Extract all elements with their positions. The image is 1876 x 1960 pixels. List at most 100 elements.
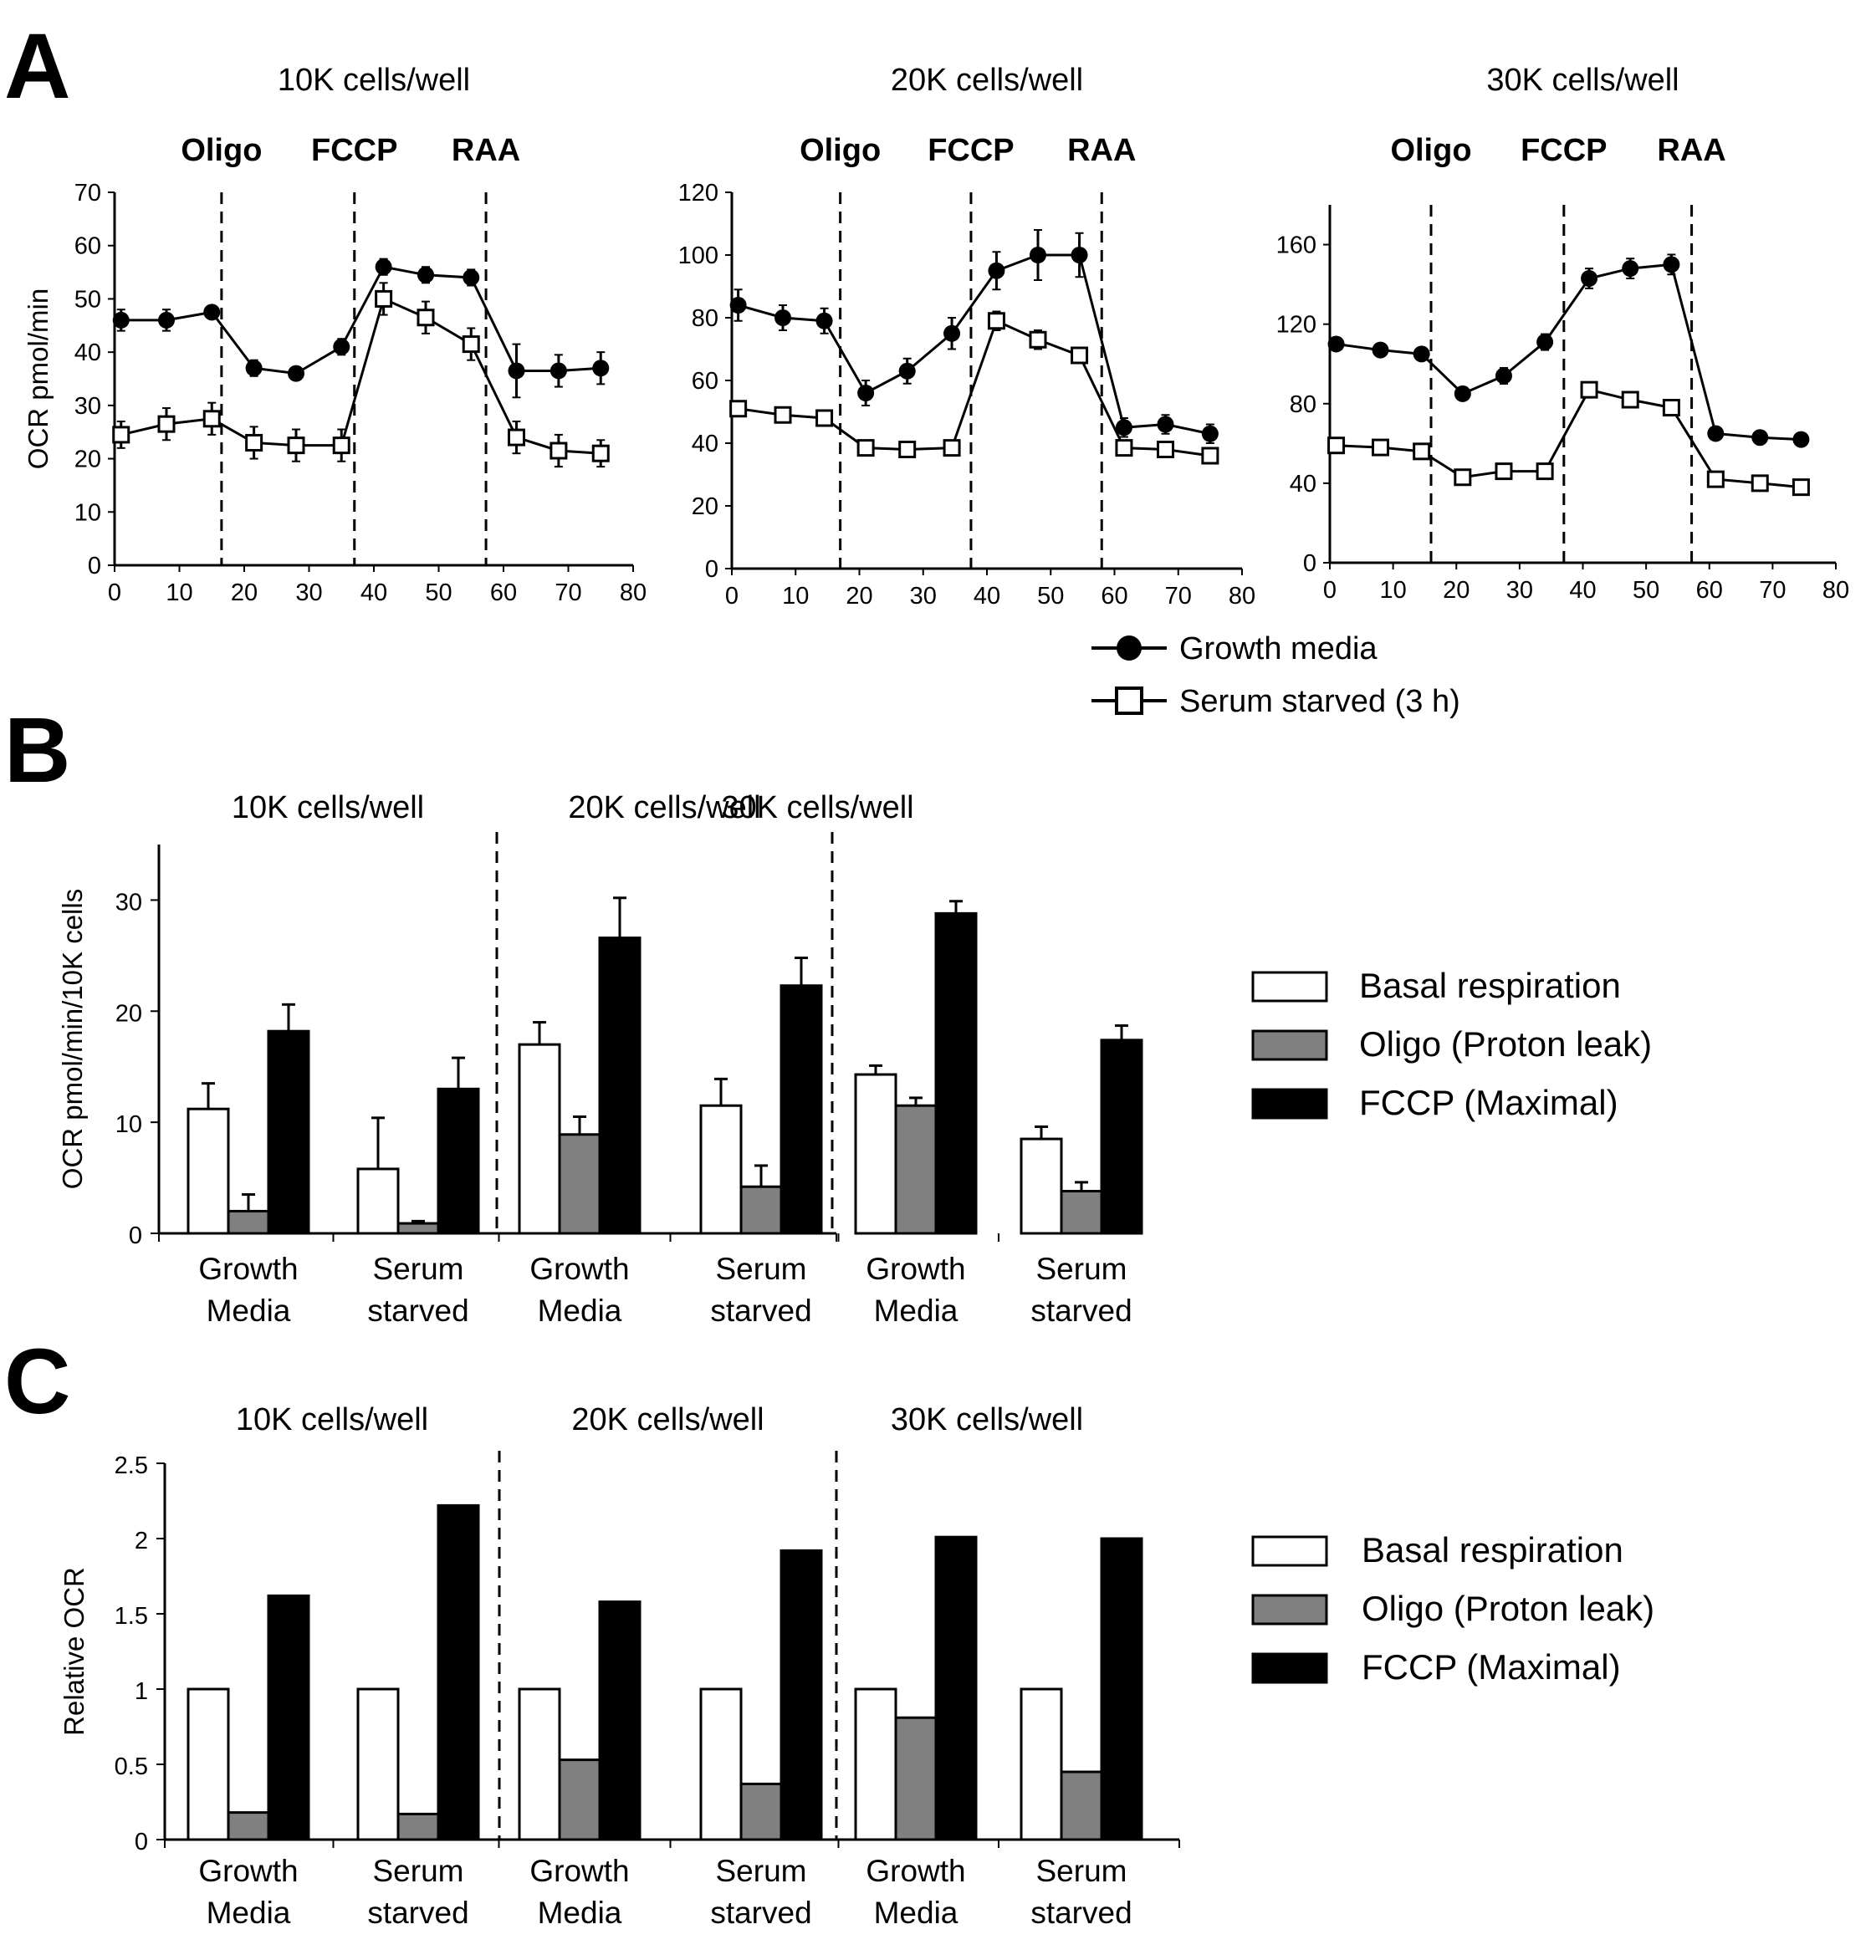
x-tick-label: 20 [231, 579, 258, 606]
category-label: Growth [866, 1252, 965, 1286]
bar [699, 1104, 743, 1235]
legend-growth-label: Growth media [1179, 631, 1378, 666]
group-title: 20K cells/well [568, 790, 760, 825]
bar [780, 984, 823, 1235]
category-label: starved [1030, 1294, 1132, 1328]
category-label: starved [367, 1294, 468, 1328]
bar [934, 911, 978, 1235]
chart-b-ocr-per-10k: OCR pmol/min/10K cells 0 10 20 30 10K cells/w… [57, 790, 1143, 1328]
x-tick-label: 30 [1506, 577, 1533, 604]
data-point-growth [1115, 419, 1132, 436]
data-point-starved [287, 436, 305, 455]
category-label: starved [710, 1294, 811, 1328]
bar [598, 937, 642, 1235]
data-point-starved [898, 441, 917, 458]
category-label: Growth [529, 1252, 629, 1286]
data-point-growth [288, 365, 304, 382]
y-tick-label: 0.5 [115, 1753, 148, 1780]
legend-c-fccp-swatch [1251, 1652, 1328, 1684]
legend-starved-marker [1115, 687, 1143, 715]
data-point-starved [815, 409, 834, 427]
injection-label: Oligo [800, 133, 881, 168]
legend-b-fccp-label: FCCP (Maximal) [1359, 1083, 1618, 1122]
legend-panel-a: Growth media Serum starved (3 h) [1091, 631, 1460, 719]
x-tick-label: 20 [846, 583, 872, 610]
data-point-starved [417, 309, 435, 327]
injection-label: FCCP [928, 133, 1014, 168]
bar [227, 1811, 270, 1841]
data-point-starved [508, 428, 525, 447]
y-tick-label: 0 [88, 553, 101, 579]
data-point-growth [375, 258, 392, 276]
bar [854, 1073, 897, 1235]
panel-label-a: A [4, 15, 70, 118]
legend-b-basal-swatch [1251, 971, 1328, 1003]
series-line-growth [1336, 263, 1802, 442]
y-tick-label: 40 [692, 431, 718, 457]
data-point-growth [1792, 431, 1810, 448]
data-point-starved [774, 406, 792, 424]
group-title: 10K cells/well [232, 790, 424, 825]
category-label: Serum [1036, 1854, 1127, 1888]
category-label: Growth [866, 1854, 965, 1888]
category-label: Serum [373, 1252, 464, 1286]
legend-b-basal-label: Basal respiration [1359, 966, 1621, 1005]
data-point-growth [1751, 429, 1769, 447]
bar [227, 1209, 270, 1235]
injection-label: Oligo [181, 133, 262, 168]
data-point-starved [729, 400, 748, 418]
legend-c-basal-swatch [1251, 1535, 1328, 1567]
x-tick-label: 60 [1101, 583, 1127, 610]
x-tick-label: 50 [425, 579, 452, 606]
y-tick-label: 80 [1290, 391, 1316, 418]
x-tick-label: 10 [166, 579, 192, 606]
data-point-starved [856, 439, 875, 457]
y-tick-label: 10 [115, 1111, 142, 1138]
bar [267, 1029, 310, 1235]
category-label: Media [538, 1896, 622, 1930]
category-label: Media [538, 1294, 622, 1328]
data-point-starved [987, 312, 1005, 330]
bar [1020, 1687, 1063, 1841]
data-point-growth [898, 362, 916, 380]
data-point-starved [1115, 439, 1133, 457]
data-point-starved [112, 426, 130, 444]
data-point-growth [158, 311, 175, 329]
bar [558, 1758, 601, 1841]
bar [854, 1687, 897, 1841]
bar [396, 1812, 440, 1841]
category-label: Serum [373, 1854, 464, 1888]
x-tick-label: 50 [1037, 583, 1064, 610]
bar [598, 1600, 642, 1841]
data-point-starved [1327, 436, 1346, 455]
data-point-starved [157, 415, 176, 433]
x-tick-label: 70 [1165, 583, 1192, 610]
x-tick-label: 70 [1759, 577, 1786, 604]
category-label: Serum [716, 1252, 807, 1286]
legend-growth-marker [1117, 635, 1142, 661]
y-tick-label: 0 [705, 556, 718, 583]
data-point-starved [375, 289, 393, 308]
data-point-growth [1157, 416, 1174, 433]
category-label: starved [1030, 1896, 1132, 1930]
chart-title: 10K cells/well [278, 63, 470, 98]
legend-c-oligo-swatch [1251, 1594, 1328, 1626]
y-tick-label: 30 [115, 889, 142, 916]
y-tick-label: 2 [135, 1528, 148, 1554]
data-point-growth [774, 309, 791, 326]
data-point-growth [245, 360, 263, 377]
legend-c-basal-label: Basal respiration [1362, 1530, 1623, 1570]
x-tick-label: 40 [360, 579, 387, 606]
y-tick-label: 1 [135, 1678, 148, 1705]
x-tick-label: 50 [1633, 577, 1659, 604]
x-tick-label: 0 [1323, 577, 1337, 604]
x-tick-label: 80 [1229, 583, 1255, 610]
bar [699, 1687, 743, 1841]
category-label: Serum [1036, 1252, 1127, 1286]
group-title: 10K cells/well [236, 1402, 428, 1437]
legend-b-oligo-label: Oligo (Proton leak) [1359, 1024, 1652, 1064]
injection-label: FCCP [1521, 133, 1607, 168]
data-point-starved [943, 439, 961, 457]
bar [437, 1503, 480, 1841]
category-label: Serum [716, 1854, 807, 1888]
